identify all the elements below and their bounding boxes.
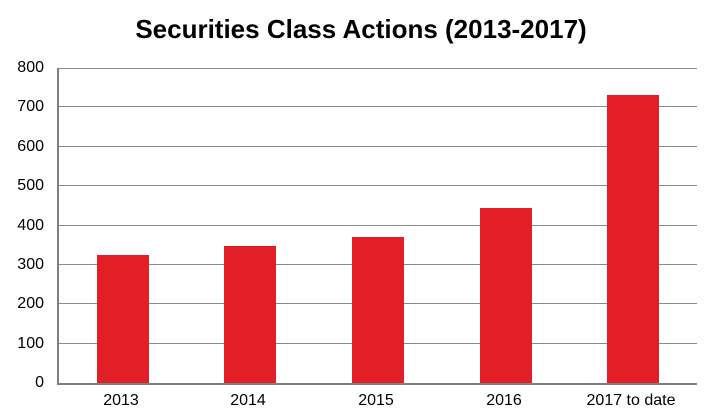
- bar-2014: [224, 246, 276, 383]
- gridline-500: [59, 185, 697, 186]
- chart-title: Securities Class Actions (2013-2017): [135, 14, 587, 44]
- y-tick-label: 600: [17, 138, 44, 155]
- y-tick-label: 700: [17, 98, 44, 115]
- x-axis-label: 2015: [358, 392, 394, 409]
- y-tick-label: 300: [17, 256, 44, 273]
- y-tick-label: 100: [17, 335, 44, 352]
- x-axis-label: 2016: [486, 392, 522, 409]
- y-tick-label: 400: [17, 217, 44, 234]
- y-tick-label: 0: [35, 374, 44, 391]
- bar-2017-to-date: [607, 95, 659, 383]
- gridline-800: [59, 68, 697, 69]
- x-axis-label: 2014: [230, 392, 266, 409]
- gridline-400: [59, 225, 697, 226]
- y-tick-label: 800: [17, 59, 44, 76]
- y-tick-label: 500: [17, 177, 44, 194]
- x-axis-label: 2013: [103, 392, 139, 409]
- gridline-600: [59, 146, 697, 147]
- gridline-700: [59, 106, 697, 107]
- bar-2015: [352, 237, 404, 383]
- y-tick-label: 200: [17, 295, 44, 312]
- bar-2016: [480, 208, 532, 383]
- bar-2013: [97, 255, 149, 383]
- x-axis-label: 2017 to date: [586, 392, 676, 409]
- plot-area: [57, 68, 697, 385]
